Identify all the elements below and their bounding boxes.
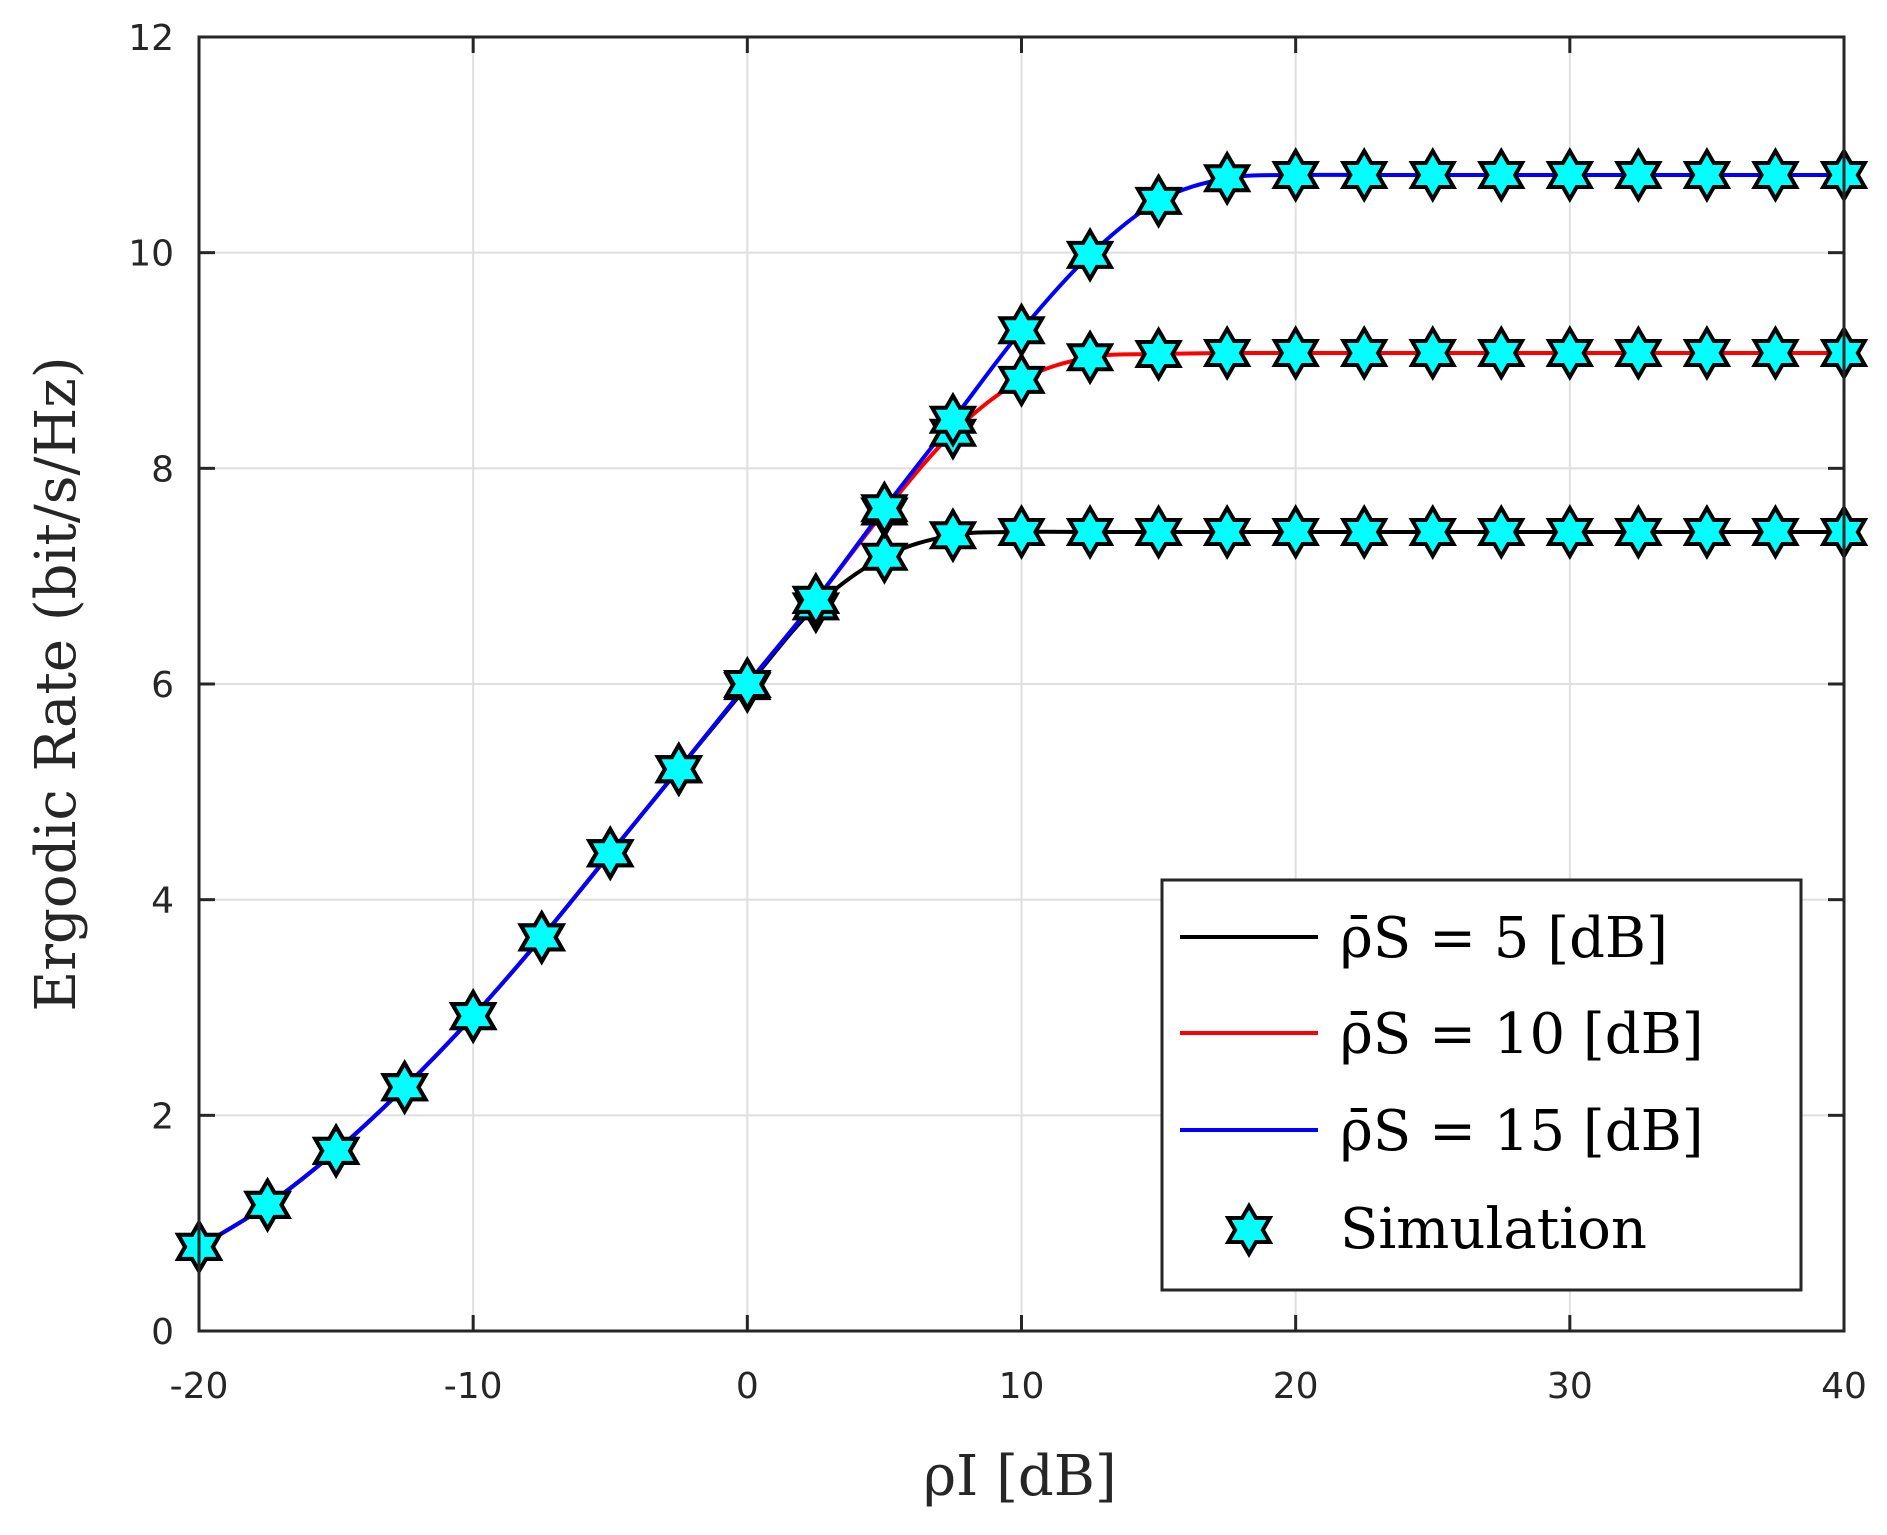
x-tick-label: -10 xyxy=(444,1366,503,1407)
simulation-point xyxy=(997,302,1046,359)
axis-ticks: -20 -10 0 10 20 30 40 0 2 4 6 8 10 12 xyxy=(128,18,1867,1407)
simulation-point xyxy=(380,1059,429,1116)
y-tick-label: 0 xyxy=(151,1312,174,1353)
simulation-point xyxy=(791,571,841,628)
x-axis-label: ρI [dB] xyxy=(923,1444,1117,1509)
simulation-point xyxy=(1545,324,1595,381)
y-tick-label: 8 xyxy=(151,449,174,490)
legend-label-series-1: ρ̄S = 10 [dB] xyxy=(1340,1002,1704,1067)
y-tick-label: 12 xyxy=(128,18,174,59)
simulation-markers xyxy=(174,147,1869,1275)
legend-simulation-marker xyxy=(1224,1202,1274,1258)
x-tick-label: -20 xyxy=(170,1366,229,1407)
y-tick-label: 10 xyxy=(128,234,174,275)
y-axis-label: Ergodic Rate (bit/s/Hz) xyxy=(24,356,89,1011)
x-tick-label: 20 xyxy=(1273,1366,1319,1407)
y-tick-label: 2 xyxy=(151,1096,174,1137)
simulation-point xyxy=(1477,324,1526,381)
simulation-point xyxy=(654,741,704,798)
simulation-point xyxy=(928,507,978,564)
simulation-point xyxy=(1202,324,1252,381)
simulation-point xyxy=(1202,503,1252,560)
simulation-point xyxy=(1545,147,1595,204)
simulation-point xyxy=(1271,324,1320,381)
simulation-point xyxy=(860,528,909,585)
simulation-point xyxy=(1477,503,1526,560)
simulation-point xyxy=(1408,147,1457,204)
x-tick-label: 0 xyxy=(736,1366,759,1407)
simulation-point xyxy=(1751,324,1800,381)
legend-label-simulation: Simulation xyxy=(1340,1197,1647,1262)
simulation-point xyxy=(723,656,772,712)
legend-label-series-2: ρ̄S = 15 [dB] xyxy=(1340,1099,1704,1164)
simulation-point xyxy=(1339,324,1389,381)
simulation-point xyxy=(1614,147,1663,204)
simulation-point xyxy=(1134,326,1183,383)
simulation-point xyxy=(1065,329,1115,386)
simulation-point xyxy=(1477,147,1526,204)
simulation-point xyxy=(1682,324,1732,381)
simulation-point xyxy=(1134,503,1183,560)
legend-simulation-point xyxy=(1224,1202,1274,1258)
simulation-point xyxy=(448,988,498,1045)
x-tick-label: 30 xyxy=(1547,1366,1593,1407)
legend: ρ̄S = 5 [dB] ρ̄S = 10 [dB] ρ̄S = 15 [dB]… xyxy=(1160,878,1803,1292)
simulation-point xyxy=(1065,226,1115,283)
simulation-point xyxy=(1408,503,1457,560)
simulation-point xyxy=(243,1176,292,1233)
simulation-point xyxy=(1339,147,1389,204)
simulation-point xyxy=(1065,503,1115,560)
simulation-point xyxy=(1202,150,1252,207)
y-tick-label: 6 xyxy=(151,665,174,706)
simulation-point xyxy=(1134,172,1183,229)
simulation-point xyxy=(860,480,909,537)
simulation-point xyxy=(1614,503,1663,560)
simulation-point xyxy=(1408,324,1457,381)
simulation-point xyxy=(997,503,1046,560)
simulation-point xyxy=(997,351,1046,408)
simulation-point xyxy=(1271,503,1320,560)
simulation-point xyxy=(517,909,566,966)
simulation-point xyxy=(1545,503,1595,560)
simulation-point xyxy=(1339,503,1389,560)
y-tick-label: 4 xyxy=(151,881,174,922)
simulation-point xyxy=(311,1122,361,1179)
simulation-point xyxy=(928,391,978,448)
x-tick-label: 40 xyxy=(1821,1366,1867,1407)
simulation-point xyxy=(1682,147,1732,204)
simulation-point xyxy=(1682,503,1732,560)
simulation-point xyxy=(1271,147,1320,204)
simulation-point xyxy=(1751,503,1800,560)
x-tick-label: 10 xyxy=(999,1366,1045,1407)
simulation-point xyxy=(1614,324,1663,381)
simulation-point xyxy=(1751,147,1800,204)
simulation-point xyxy=(586,825,635,882)
legend-label-series-0: ρ̄S = 5 [dB] xyxy=(1340,906,1668,971)
